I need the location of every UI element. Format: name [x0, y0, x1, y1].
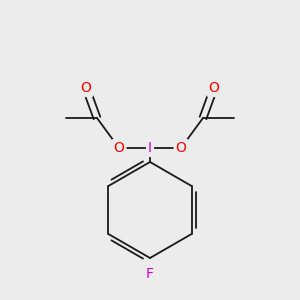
Text: O: O: [176, 141, 186, 155]
Text: O: O: [81, 81, 92, 95]
Text: F: F: [146, 267, 154, 281]
Text: I: I: [148, 141, 152, 155]
Text: O: O: [208, 81, 219, 95]
Text: O: O: [114, 141, 124, 155]
